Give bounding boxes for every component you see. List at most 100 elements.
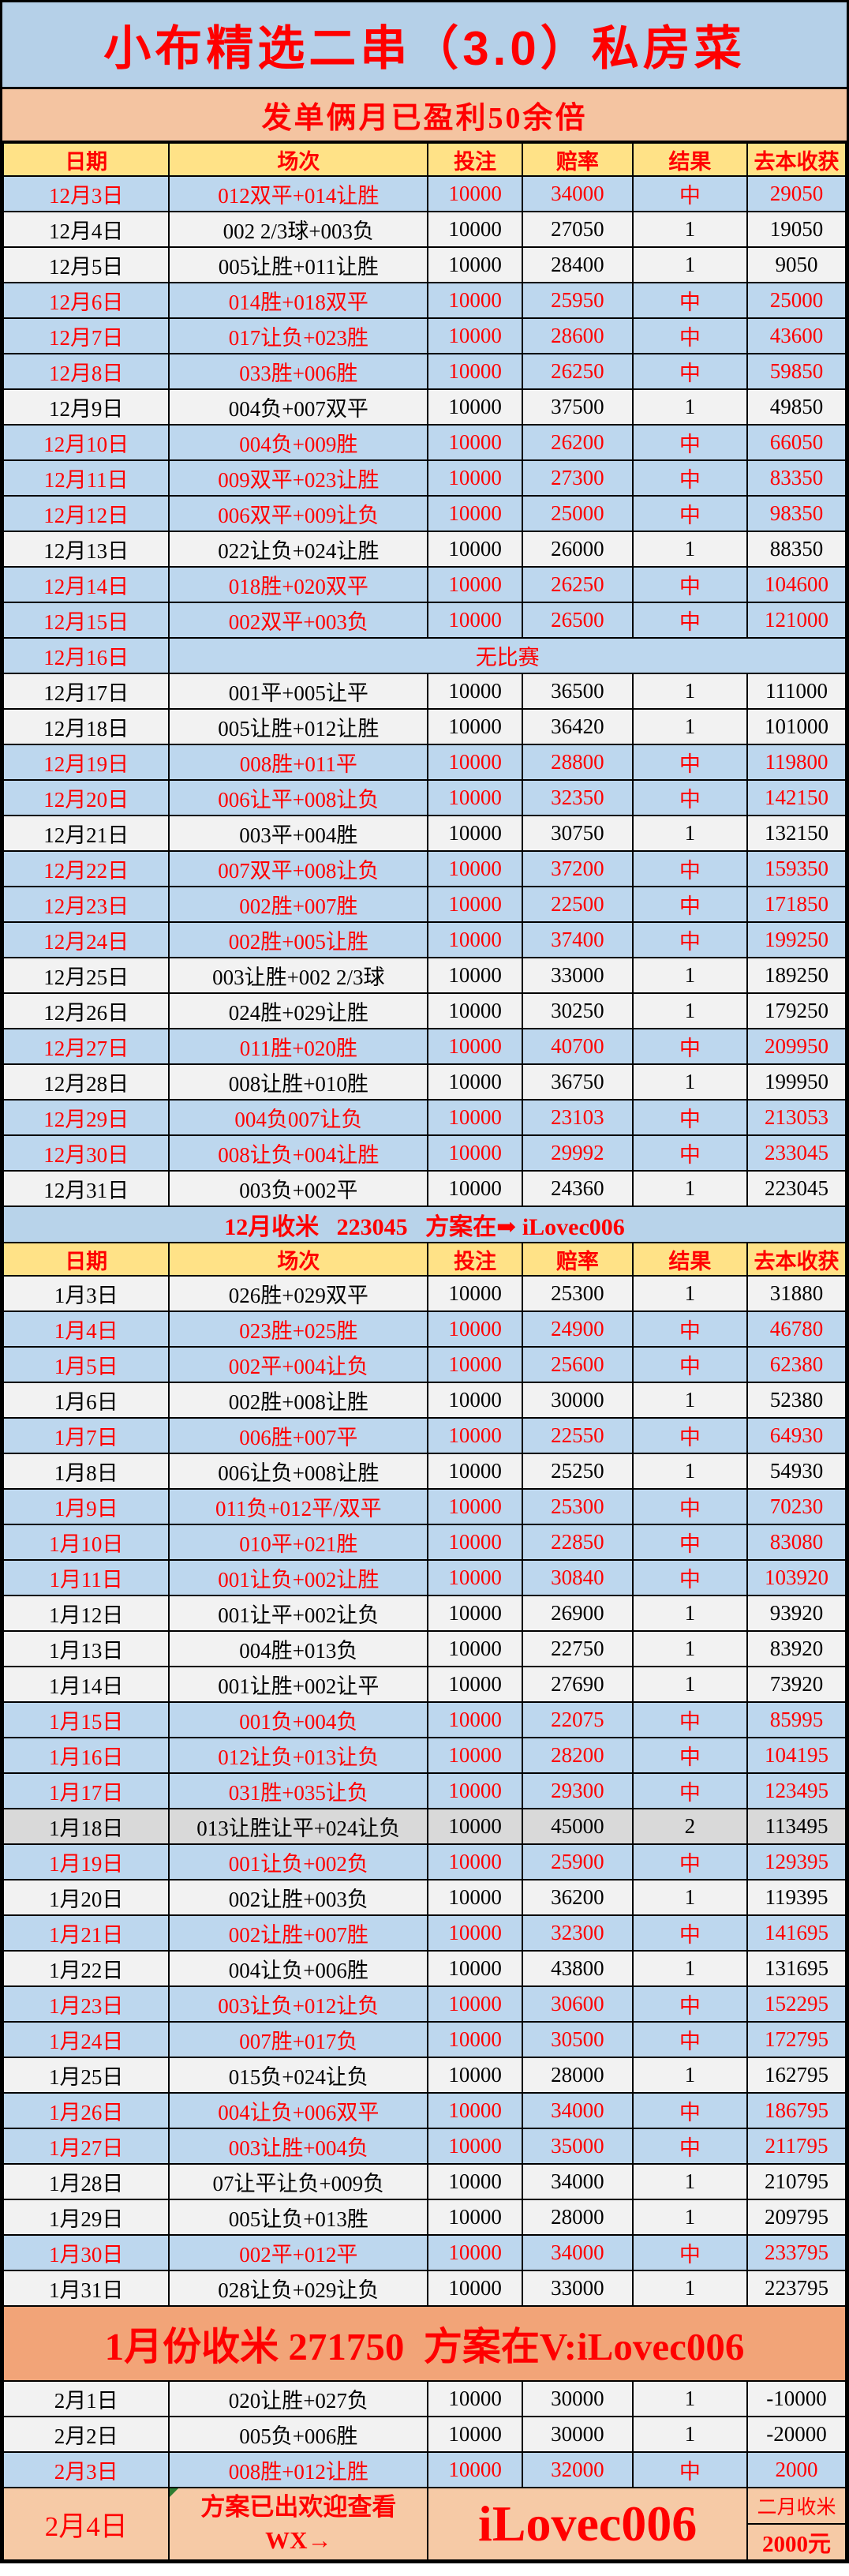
stake-cell: 10000: [427, 1630, 523, 1667]
match-cell: 004让负+006胜: [168, 1950, 429, 1987]
table-row: 1月6日 002胜+008让胜 10000 30000 1 52380: [2, 1382, 847, 1419]
odds-cell: 35000: [521, 2128, 634, 2165]
december-summary-row: 12月收米 223045 方案在➡ iLovec006: [2, 1206, 847, 1243]
date-cell: 1月31日: [2, 2270, 170, 2307]
date-cell: 2月1日: [2, 2380, 170, 2417]
result-cell: 中: [631, 175, 749, 212]
gain-cell: 209795: [746, 2199, 847, 2236]
stake-cell: 10000: [427, 2234, 523, 2271]
match-cell: 013让胜让平+024让负: [168, 1808, 429, 1845]
date-cell: 12月8日: [2, 353, 170, 390]
comment-marker-icon: [170, 2489, 179, 2497]
table-row: 12月8日 033胜+006胜 10000 26250 中 59850: [2, 353, 847, 390]
match-cell: 003让胜+004负: [168, 2128, 429, 2165]
date-cell: 1月7日: [2, 1417, 170, 1454]
date-cell: 12月3日: [2, 175, 170, 212]
stake-cell: 10000: [427, 1310, 523, 1348]
column-header: 投注: [427, 142, 523, 177]
result-cell: 中: [631, 495, 749, 532]
stake-cell: 10000: [427, 1559, 523, 1596]
column-header: 场次: [168, 142, 429, 177]
gain-cell: 83920: [746, 1630, 847, 1667]
table-row: 12月29日 004负007让负 10000 23103 中 213053: [2, 1099, 847, 1136]
date-cell: 1月28日: [2, 2163, 170, 2200]
table-row: 1月8日 006让负+008让胜 10000 25250 1 54930: [2, 1453, 847, 1490]
odds-cell: 36420: [521, 708, 634, 745]
stake-cell: 10000: [427, 1914, 523, 1952]
gain-cell: 233795: [746, 2234, 847, 2271]
odds-cell: 26500: [521, 602, 634, 639]
odds-cell: 25000: [521, 495, 634, 532]
column-header: 赔率: [521, 142, 634, 177]
gain-cell: 171850: [746, 886, 847, 923]
table-row: 12月13日 022让负+024让胜 10000 26000 1 88350: [2, 531, 847, 568]
stake-cell: 10000: [427, 1772, 523, 1809]
match-cell: 023胜+025胜: [168, 1310, 429, 1348]
table-row: 1月21日 002让胜+007胜 10000 32300 中 141695: [2, 1914, 847, 1952]
odds-cell: 26200: [521, 424, 634, 461]
result-cell: 1: [631, 2163, 749, 2200]
odds-cell: 22075: [521, 1701, 634, 1738]
result-cell: 中: [631, 1524, 749, 1561]
match-cell: 005让胜+012让胜: [168, 708, 429, 745]
odds-cell: 30250: [521, 992, 634, 1029]
result-cell: 中: [631, 1737, 749, 1774]
match-cell: 011负+012平/双平: [168, 1488, 429, 1525]
gain-cell: -10000: [746, 2380, 847, 2417]
result-cell: 1: [631, 1879, 749, 1916]
gain-cell: 186795: [746, 2092, 847, 2129]
table-row: 12月22日 007双平+008让负 10000 37200 中 159350: [2, 850, 847, 887]
gain-cell: 104600: [746, 566, 847, 603]
odds-cell: 22500: [521, 886, 634, 923]
date-cell: 1月16日: [2, 1737, 170, 1774]
table-row: 12月16日 无比赛: [2, 637, 847, 674]
odds-cell: 28200: [521, 1737, 634, 1774]
date-cell: 12月25日: [2, 957, 170, 994]
result-cell: 中: [631, 1028, 749, 1065]
match-cell: 033胜+006胜: [168, 353, 429, 390]
date-cell: 1月26日: [2, 2092, 170, 2129]
odds-cell: 26250: [521, 353, 634, 390]
table-row: 1月9日 011负+012平/双平 10000 25300 中 70230: [2, 1488, 847, 1525]
result-cell: 中: [631, 1843, 749, 1880]
match-cell: 008让负+004让胜: [168, 1134, 429, 1172]
odds-cell: 32000: [521, 2451, 634, 2488]
gain-cell: 49850: [746, 388, 847, 426]
column-header: 投注: [427, 1242, 523, 1277]
match-cell: 028让负+029让负: [168, 2270, 429, 2307]
date-cell: 1月13日: [2, 1630, 170, 1667]
result-cell: 1: [631, 1630, 749, 1667]
date-cell: 1月11日: [2, 1559, 170, 1596]
stake-cell: 10000: [427, 566, 523, 603]
table-row: 1月29日 005让负+013胜 10000 28000 1 209795: [2, 2199, 847, 2236]
gain-cell: 103920: [746, 1559, 847, 1596]
stake-cell: 10000: [427, 1879, 523, 1916]
match-cell: 031胜+035让负: [168, 1772, 429, 1809]
table-row: 1月30日 002平+012平 10000 34000 中 233795: [2, 2234, 847, 2271]
stake-cell: 10000: [427, 1737, 523, 1774]
date-cell: 1月22日: [2, 1950, 170, 1987]
stake-cell: 10000: [427, 1843, 523, 1880]
table-row: 12月7日 017让负+023胜 10000 28600 中 43600: [2, 317, 847, 354]
date-cell: 1月8日: [2, 1453, 170, 1490]
date-cell: 12月5日: [2, 246, 170, 283]
result-cell: 中: [631, 2128, 749, 2165]
result-cell: 中: [631, 921, 749, 958]
profit-banner: 发单俩月已盈利50余倍: [2, 89, 847, 142]
match-cell: 020让胜+027负: [168, 2380, 429, 2417]
result-cell: 中: [631, 1701, 749, 1738]
date-cell: 12月13日: [2, 531, 170, 568]
odds-cell: 26900: [521, 1595, 634, 1632]
gain-cell: 73920: [746, 1666, 847, 1703]
result-cell: 1: [631, 2199, 749, 2236]
stake-cell: 10000: [427, 2092, 523, 2129]
table-row: 12月18日 005让胜+012让胜 10000 36420 1 101000: [2, 708, 847, 745]
result-cell: 中: [631, 744, 749, 781]
result-cell: 1: [631, 531, 749, 568]
column-header: 结果: [631, 142, 749, 177]
final-account-cell: iLovec006: [427, 2487, 749, 2561]
date-cell: 1月14日: [2, 1666, 170, 1703]
date-cell: 12月30日: [2, 1134, 170, 1172]
gain-cell: 119800: [746, 744, 847, 781]
stake-cell: 10000: [427, 1028, 523, 1065]
